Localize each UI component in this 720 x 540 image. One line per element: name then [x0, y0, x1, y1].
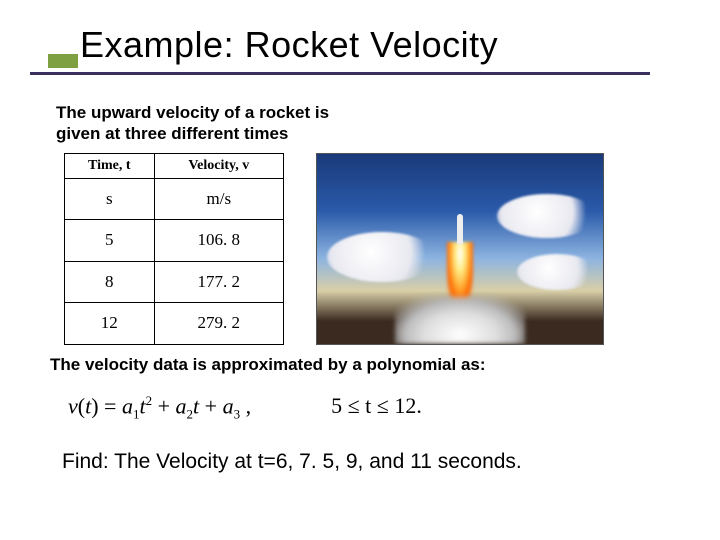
table-row: 12 279. 2 [65, 303, 284, 345]
slide-title: Example: Rocket Velocity [80, 24, 680, 66]
velocity-table: Time, t Velocity, v s m/s 5 106. 8 8 177… [64, 153, 284, 345]
rocket-cloud [497, 194, 597, 238]
equation: v(t) = a1t2 + a2t + a3 , 5 ≤ t ≤ 12. [68, 393, 680, 423]
unit-time: s [65, 178, 155, 220]
table-header-velocity: Velocity, v [154, 153, 283, 178]
unit-velocity: m/s [154, 178, 283, 220]
cell-t0: 5 [65, 220, 155, 262]
intro-text: The upward velocity of a rocket is given… [56, 102, 356, 145]
table-header-row: Time, t Velocity, v [65, 153, 284, 178]
rocket-ground-smoke [395, 296, 525, 344]
table-unit-row: s m/s [65, 178, 284, 220]
rocket-cloud [327, 232, 437, 282]
rocket-launch-image [316, 153, 604, 345]
table-header-time: Time, t [65, 153, 155, 178]
table-row: 8 177. 2 [65, 261, 284, 303]
cell-v0: 106. 8 [154, 220, 283, 262]
polynomial-caption: The velocity data is approximated by a p… [50, 355, 680, 375]
equation-domain: 5 ≤ t ≤ 12. [331, 393, 422, 419]
accent-green-block [48, 54, 78, 68]
equation-expression: v(t) = a1t2 + a2t + a3 , [68, 393, 251, 423]
table-row: 5 106. 8 [65, 220, 284, 262]
cell-t1: 8 [65, 261, 155, 303]
rocket-cloud [517, 254, 597, 290]
rocket-flame [447, 242, 473, 302]
cell-t2: 12 [65, 303, 155, 345]
accent-purple-underline [30, 72, 650, 75]
rocket-body [457, 214, 463, 244]
cell-v1: 177. 2 [154, 261, 283, 303]
find-instruction: Find: The Velocity at t=6, 7. 5, 9, and … [62, 450, 680, 474]
cell-v2: 279. 2 [154, 303, 283, 345]
